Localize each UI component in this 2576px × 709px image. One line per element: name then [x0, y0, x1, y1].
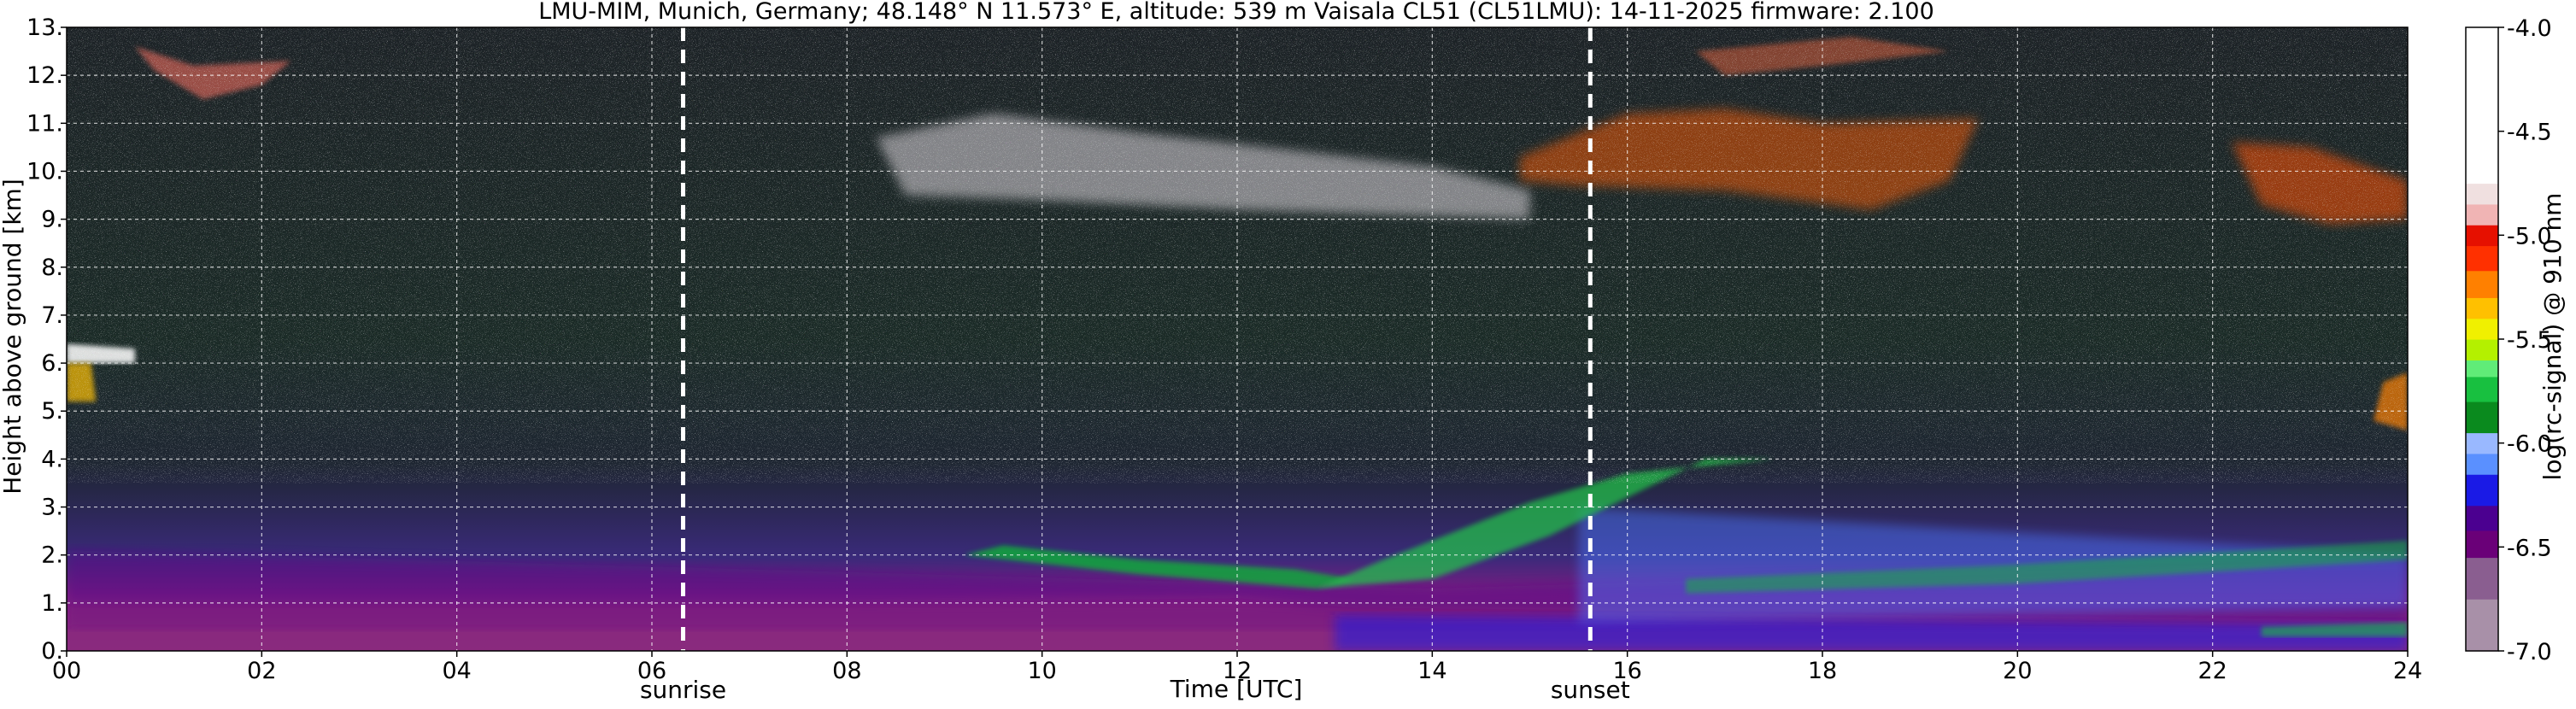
noise-color-texture	[67, 27, 2408, 436]
y-tick-label: 5.	[41, 398, 63, 425]
x-tick-label: 00	[52, 658, 81, 684]
low-blue-layer	[1335, 614, 2408, 651]
x-tick-label: 04	[442, 658, 471, 684]
grid	[67, 27, 2408, 651]
axes: 00 02 04 06 08 10 12 14 16 18 20 22 24 0. 1. 2. 3. 4. 5. 6.…	[26, 15, 2422, 704]
colorbar-segment	[2466, 183, 2498, 205]
colorbar-segment	[2466, 376, 2498, 402]
x-tick-label: 18	[1808, 658, 1837, 684]
y-tick-label: 0.	[41, 638, 63, 665]
green-layer-4	[2261, 622, 2408, 637]
x-tick-label: 06	[637, 658, 666, 684]
x-tick-label: 08	[832, 658, 861, 684]
green-layer-2	[1315, 459, 1774, 589]
colorbar-segment	[2466, 557, 2498, 600]
x-tick-label: 22	[2198, 658, 2227, 684]
colorbar-tick-label: -6.5	[2507, 535, 2552, 561]
colorbar-segment	[2466, 245, 2498, 272]
colorbar-tick-label: -5.0	[2507, 223, 2552, 249]
colorbar-segment	[2466, 318, 2498, 340]
colorbar-segment	[2466, 530, 2498, 559]
colorbar-segment	[2466, 432, 2498, 454]
x-tick-label: 12	[1223, 658, 1252, 684]
y-tick-label: 4.	[41, 446, 63, 472]
colorbar-segment	[2466, 203, 2498, 226]
sunset-label: sunset	[1551, 676, 1630, 704]
x-tick-label: 14	[1417, 658, 1446, 684]
colorbar-segment	[2466, 453, 2498, 475]
y-tick-label: 1.	[41, 590, 63, 617]
colorbar-segment	[2466, 339, 2498, 360]
x-tick-label: 16	[1612, 658, 1641, 684]
colorbar-segment	[2466, 270, 2498, 298]
colorbar-segment	[2466, 360, 2498, 378]
colorbar-segment	[2466, 27, 2498, 185]
y-tick-label: 12.	[26, 62, 63, 89]
colorbar-segment	[2466, 297, 2498, 319]
y-tick-label: 8.	[41, 255, 63, 281]
heatmap-field	[67, 27, 2408, 651]
colorbar-tick-label: -7.0	[2507, 639, 2552, 665]
green-layer-1	[964, 545, 1354, 589]
y-tick-label: 10.	[26, 158, 63, 185]
colorbar-segment	[2466, 401, 2498, 434]
colorbar-tick-label: -6.0	[2507, 431, 2552, 458]
y-tick-label: 3.	[41, 495, 63, 521]
colorbar-segment	[2466, 505, 2498, 531]
blue-aerosol-layer	[1578, 507, 2408, 623]
y-tick-label: 6.	[41, 350, 63, 377]
x-axis-label: Time [UTC]	[1170, 675, 1303, 703]
colorbar-tick-label: -5.5	[2507, 327, 2552, 354]
y-tick-label: 2.	[41, 542, 63, 569]
y-axis-label: Height above ground [km]	[0, 179, 26, 495]
y-tick-label: 11.	[26, 110, 63, 137]
colorbar-tick-label: -4.0	[2507, 15, 2552, 42]
y-tick-label: 9.	[41, 207, 63, 233]
colorbar-tick-label: -4.5	[2507, 120, 2552, 146]
sunrise-label: sunrise	[640, 676, 726, 704]
colorbar-segment	[2466, 599, 2498, 652]
x-tick-label: 02	[247, 658, 276, 684]
colorbar-segment	[2466, 225, 2498, 247]
colorbar-segment	[2466, 474, 2498, 507]
chart-title: LMU-MIM, Munich, Germany; 48.148° N 11.5…	[538, 0, 1934, 25]
y-tick-label: 7.	[41, 302, 63, 329]
x-tick-label: 24	[2393, 658, 2422, 684]
colorbar-label: log(rc-signal) @ 910 nm	[2538, 193, 2567, 481]
x-tick-label: 20	[2003, 658, 2032, 684]
y-tick-label: 13.	[26, 15, 63, 41]
x-tick-label: 10	[1027, 658, 1056, 684]
colorbar: -7.0 -6.5 -6.0 -5.5 -5.0 -4.5 -4.0	[2465, 15, 2552, 665]
green-layer-3	[1686, 540, 2408, 594]
